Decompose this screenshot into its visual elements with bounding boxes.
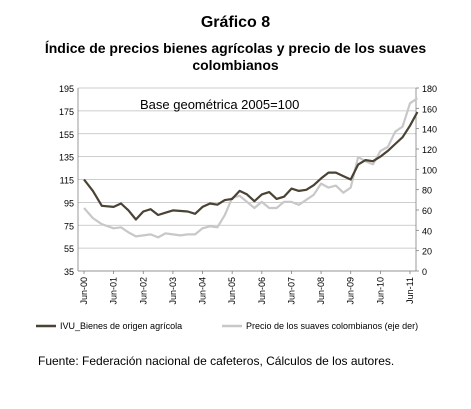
series-line-agricultural-index [83,111,419,221]
axes [77,87,419,274]
legend: IVU_Bienes de origen agrícola Precio de l… [36,321,418,331]
legend-item-agricultural-index: IVU_Bienes de origen agrícola [60,321,182,331]
chart-annotation: Base geométrica 2005=100 [140,97,299,112]
source-note: Fuente: Federación nacional de cafeteros… [38,354,395,368]
y-right-tick-label: 40 [422,226,432,236]
y-left-tick-label: 35 [64,267,74,277]
y-axis-left-labels: 35 55 75 95 115 135 155 175 195 [59,84,74,277]
x-tick-label: Jun-04 [198,277,208,305]
x-tick-label: Jun-06 [257,277,267,305]
y-right-tick-label: 0 [422,267,427,277]
y-right-tick-label: 60 [422,206,432,216]
x-tick-label: Jun-00 [79,277,89,305]
y-axis-right-labels: 0 20 40 60 80 100 120 140 160 180 [422,84,437,277]
y-left-tick-label: 75 [64,221,74,231]
y-right-tick-label: 180 [422,84,437,94]
y-left-tick-label: 195 [59,84,74,94]
y-left-tick-label: 55 [64,244,74,254]
chart-title: Índice de precios bienes agrícolas y pre… [44,40,427,73]
series-lines [83,97,419,239]
legend-item-coffee-price: Precio de los suaves colombianos (eje de… [246,321,418,331]
y-left-tick-label: 155 [59,130,74,140]
gridlines [78,87,416,272]
x-tick-label: Jun-08 [316,277,326,305]
y-right-tick-label: 120 [422,145,437,155]
y-right-tick-label: 140 [422,125,437,135]
y-right-tick-label: 100 [422,165,437,175]
x-tick-label: Jun-03 [168,277,178,305]
y-left-tick-label: 175 [59,107,74,117]
series-line-coffee-price [83,97,419,239]
x-tick-label: Jun-10 [375,277,385,305]
x-tick-label: Jun-11 [405,277,415,304]
x-axis-labels: Jun-00 Jun-01 Jun-02 Jun-03 Jun-04 Jun-05 Jun-… [79,277,415,305]
x-tick-label: Jun-07 [286,277,296,305]
x-tick-label: Jun-01 [109,277,119,305]
y-right-tick-label: 160 [422,104,437,114]
x-tick-label: Jun-09 [346,277,356,305]
y-right-tick-label: 20 [422,247,432,257]
figure-label: Gráfico 8 [200,14,271,31]
y-left-tick-label: 115 [60,176,74,186]
y-left-tick-label: 95 [64,198,74,208]
x-tick-label: Jun-05 [227,277,237,305]
y-right-tick-label: 80 [422,186,432,196]
x-tick-label: Jun-02 [138,277,148,305]
y-left-tick-label: 135 [59,153,74,163]
